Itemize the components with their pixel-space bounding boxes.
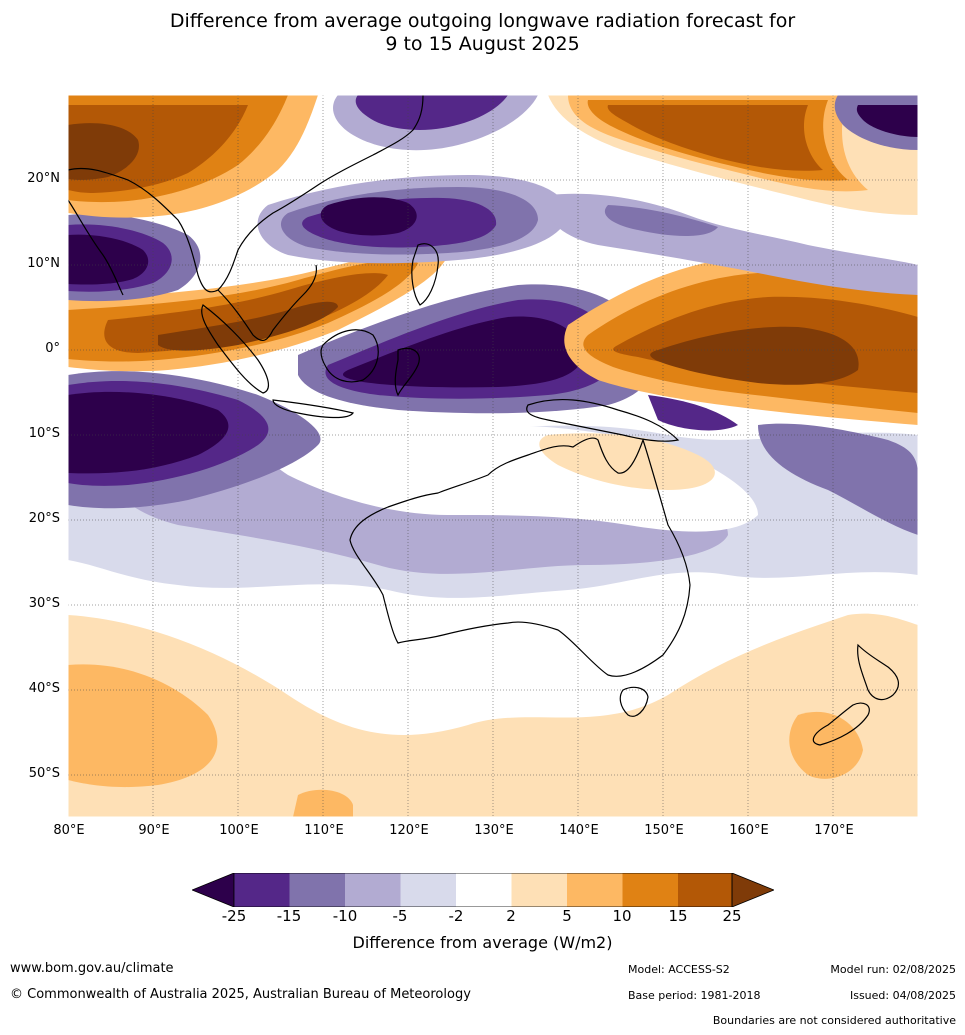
asia-mainland-outline	[68, 95, 424, 293]
lat-label-0: 0°	[45, 341, 60, 356]
lat-label-30s: 30°S	[28, 596, 60, 611]
borneo-outline	[320, 329, 379, 383]
colorbar-tick: -15	[276, 907, 302, 925]
title-line-1: Difference from average outgoing longwav…	[169, 10, 796, 32]
lon-label-130e: 130°E	[474, 823, 514, 838]
tropical-negative-anomaly	[68, 284, 918, 535]
colorbar-bin-1	[234, 873, 290, 907]
colorbar-bin-7	[567, 873, 623, 907]
lon-label-120e: 120°E	[389, 823, 429, 838]
lon-label-110e: 110°E	[304, 823, 344, 838]
lat-label-40s: 40°S	[28, 681, 60, 696]
colorbar-label: Difference from average (W/m2)	[352, 933, 613, 952]
issued-date: Issued: 04/08/2025	[849, 989, 956, 1002]
sumatra-outline	[201, 304, 270, 394]
coastlines	[68, 95, 900, 746]
colorbar-tick: -5	[392, 907, 408, 925]
northern-negative-anomaly	[68, 175, 918, 302]
lat-label-50s: 50°S	[28, 766, 60, 781]
australia-outline	[349, 437, 691, 677]
lon-label-140e: 140°E	[559, 823, 599, 838]
colorbar-extend-low	[192, 873, 235, 907]
lon-label-100e: 100°E	[219, 823, 259, 838]
model-name: Model: ACCESS-S2	[628, 963, 730, 976]
colorbar-bin-5	[456, 873, 512, 907]
india-outline	[68, 199, 124, 296]
new-guinea-outline	[526, 398, 680, 442]
map-title: Difference from average outgoing longwav…	[0, 10, 965, 56]
lon-label-150e: 150°E	[644, 823, 684, 838]
colorbar-tick: -10	[332, 907, 358, 925]
base-period: Base period: 1981-2018	[628, 989, 761, 1002]
java-outline	[272, 399, 355, 419]
title-line-2: 9 to 15 August 2025	[385, 33, 580, 55]
colorbar-tick: 25	[722, 907, 742, 925]
colorbar-tick: 10	[612, 907, 632, 925]
lon-label-170e: 170°E	[814, 823, 854, 838]
lon-label-80e: 80°E	[53, 823, 85, 838]
colorbar	[192, 873, 774, 907]
colorbar-bin-9	[678, 873, 732, 907]
colorbar-bin-2	[289, 873, 345, 907]
model-run-date: Model run: 02/08/2025	[830, 963, 956, 976]
southern-positive-anomaly	[68, 613, 918, 817]
northern-positive-anomaly	[68, 95, 918, 218]
lat-label-20s: 20°S	[28, 511, 60, 526]
lon-label-90e: 90°E	[138, 823, 170, 838]
colorbar-tick: -25	[221, 907, 247, 925]
colorbar-tick: -2	[448, 907, 464, 925]
new-zealand-south-outline	[812, 702, 870, 746]
new-zealand-north-outline	[857, 643, 900, 701]
lon-label-160e: 160°E	[729, 823, 769, 838]
lat-label-10n: 10°N	[27, 256, 60, 271]
colorbar-tick: 2	[506, 907, 516, 925]
website-link[interactable]: www.bom.gov.au/climate	[10, 961, 174, 976]
colorbar-tick: 5	[562, 907, 572, 925]
colorbar-bin-6	[511, 873, 567, 907]
tasmania-outline	[619, 686, 649, 717]
colorbar-bin-8	[622, 873, 678, 907]
graticule	[68, 95, 918, 817]
sulawesi-outline	[394, 347, 420, 397]
indochina-outline	[217, 264, 318, 342]
lat-label-20n: 20°N	[27, 171, 60, 186]
copyright-notice: © Commonwealth of Australia 2025, Austra…	[10, 987, 471, 1002]
lat-label-10s: 10°S	[28, 426, 60, 441]
colorbar-bin-3	[345, 873, 401, 907]
equatorial-positive-anomaly	[68, 250, 918, 425]
boundary-disclaimer: Boundaries are not considered authoritat…	[712, 1014, 956, 1027]
colorbar-tick: 15	[668, 907, 688, 925]
philippines-outline	[411, 243, 439, 306]
ocean-radiation-map	[68, 95, 918, 817]
colorbar-bin-4	[400, 873, 456, 907]
colorbar-extend-high	[731, 873, 774, 907]
